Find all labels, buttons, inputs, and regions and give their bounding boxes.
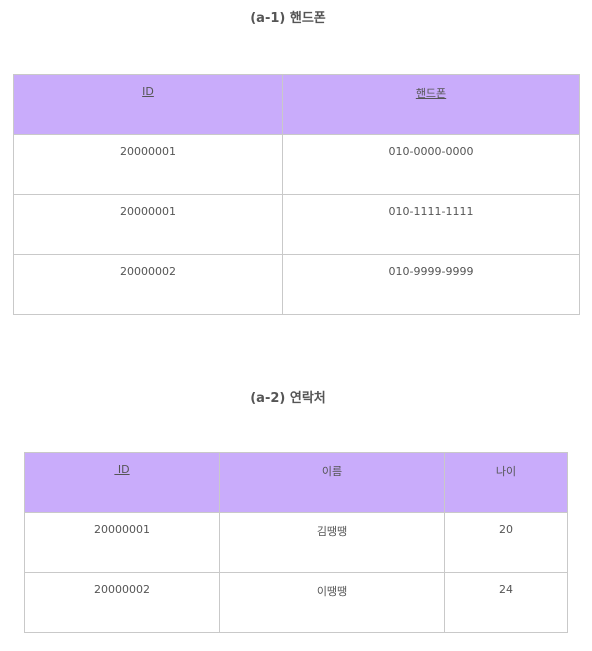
table-header-row: ID 핸드폰 <box>14 75 580 135</box>
header-id: ID <box>25 453 220 513</box>
table-row: 20000002 010-9999-9999 <box>14 255 580 315</box>
cell-name: 이땡땡 <box>220 573 445 633</box>
header-name: 이름 <box>220 453 445 513</box>
contact-table: ID 이름 나이 20000001 김땡땡 20 20000002 이땡땡 24 <box>24 452 568 633</box>
cell-phone: 010-0000-0000 <box>283 135 580 195</box>
table-row: 20000001 김땡땡 20 <box>25 513 568 573</box>
header-phone-label: 핸드폰 <box>416 87 446 100</box>
cell-age: 24 <box>445 573 568 633</box>
cell-id: 20000002 <box>14 255 283 315</box>
cell-phone: 010-9999-9999 <box>283 255 580 315</box>
phone-table: ID 핸드폰 20000001 010-0000-0000 20000001 0… <box>13 74 580 315</box>
cell-phone: 010-1111-1111 <box>283 195 580 255</box>
table-row: 20000002 이땡땡 24 <box>25 573 568 633</box>
cell-id: 20000001 <box>14 135 283 195</box>
header-age: 나이 <box>445 453 568 513</box>
table-a2-caption: (a-2) 연락처 <box>0 387 576 406</box>
header-id: ID <box>14 75 283 135</box>
table-a1-caption: (a-1) 핸드폰 <box>0 7 576 26</box>
table-row: 20000001 010-1111-1111 <box>14 195 580 255</box>
cell-age: 20 <box>445 513 568 573</box>
cell-id: 20000002 <box>25 573 220 633</box>
cell-id: 20000001 <box>14 195 283 255</box>
cell-name: 김땡땡 <box>220 513 445 573</box>
header-id-label: ID <box>142 85 154 98</box>
header-phone: 핸드폰 <box>283 75 580 135</box>
cell-id: 20000001 <box>25 513 220 573</box>
table-header-row: ID 이름 나이 <box>25 453 568 513</box>
header-id-label: ID <box>114 463 129 476</box>
table-row: 20000001 010-0000-0000 <box>14 135 580 195</box>
